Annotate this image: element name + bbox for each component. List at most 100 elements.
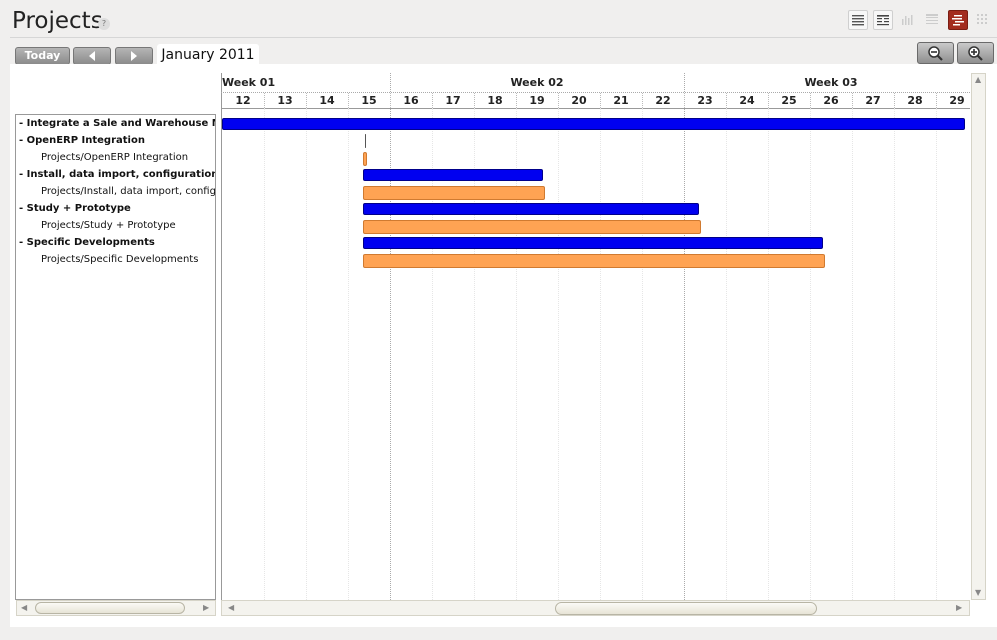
group-bar[interactable] — [362, 169, 544, 181]
scroll-thumb[interactable] — [35, 602, 185, 614]
day-header-divider — [474, 93, 475, 108]
arrow-right-icon — [131, 51, 137, 61]
day-gridline — [432, 108, 433, 600]
form-view-button[interactable] — [873, 10, 893, 30]
week-header: Week 02 — [510, 76, 564, 89]
day-header: 12 — [235, 94, 251, 107]
day-header: 17 — [445, 94, 461, 107]
task-bar[interactable] — [362, 152, 367, 166]
day-gridline — [264, 108, 265, 600]
day-header-divider — [894, 93, 895, 108]
task-list: - Integrate a Sale and Warehouse Manag - … — [15, 114, 216, 600]
day-gridline — [768, 108, 769, 600]
day-gridline — [348, 108, 349, 600]
group-bar[interactable] — [362, 237, 823, 249]
week-header: Week 01 — [222, 76, 276, 89]
day-header: 19 — [529, 94, 545, 107]
help-icon[interactable]: ? — [98, 18, 110, 30]
day-header: 13 — [277, 94, 293, 107]
group-bar[interactable] — [222, 118, 966, 130]
week-header: Week 03 — [804, 76, 858, 89]
zoom-in-icon — [968, 46, 983, 61]
day-gridline — [894, 108, 895, 600]
task-group-row[interactable]: - Specific Developments — [19, 237, 155, 248]
day-header: 23 — [697, 94, 713, 107]
day-header: 16 — [403, 94, 419, 107]
diagram-view-button[interactable] — [973, 10, 993, 30]
next-button[interactable] — [115, 47, 153, 65]
day-gridline — [726, 108, 727, 600]
day-header: 22 — [655, 94, 671, 107]
day-header: 15 — [361, 94, 377, 107]
day-header-divider — [936, 93, 937, 108]
task-bar[interactable] — [362, 254, 825, 268]
scroll-up-icon[interactable]: ▲ — [975, 75, 982, 84]
task-list-hscrollbar[interactable]: ◀ ▶ — [16, 600, 216, 616]
scroll-left-icon[interactable]: ◀ — [228, 603, 235, 612]
previous-button[interactable] — [73, 47, 111, 65]
form-icon — [877, 15, 889, 26]
task-row[interactable]: Projects/Specific Developments — [41, 254, 199, 265]
arrow-left-icon — [89, 51, 95, 61]
day-header: 25 — [781, 94, 797, 107]
zoom-out-button[interactable] — [917, 42, 954, 64]
day-gridline — [306, 108, 307, 600]
calendar-view-button[interactable] — [923, 10, 943, 30]
day-header: 29 — [949, 94, 965, 107]
zoom-in-button[interactable] — [957, 42, 994, 64]
gantt-icon — [952, 15, 964, 26]
bar-chart-icon — [902, 15, 913, 25]
day-header-divider — [390, 93, 391, 108]
day-gridline — [642, 108, 643, 600]
day-header: 21 — [613, 94, 629, 107]
scroll-right-icon[interactable]: ▶ — [203, 603, 210, 612]
day-header-divider — [684, 93, 685, 108]
chart-hscrollbar[interactable]: ◀ ▶ — [221, 600, 970, 616]
scroll-down-icon[interactable]: ▼ — [975, 588, 982, 597]
day-header-divider — [726, 93, 727, 108]
day-gridline — [810, 108, 811, 600]
day-header: 18 — [487, 94, 503, 107]
chart-vscrollbar[interactable]: ▲ ▼ — [971, 73, 986, 600]
period-label: January 2011 — [157, 44, 259, 66]
today-button[interactable]: Today — [15, 47, 70, 65]
zoom-out-icon — [928, 46, 943, 61]
task-bar[interactable] — [362, 220, 701, 234]
day-gridline — [852, 108, 853, 600]
task-row[interactable]: Projects/OpenERP Integration — [41, 152, 189, 163]
week-divider — [684, 73, 685, 600]
gantt-chart — [221, 73, 970, 601]
task-group-row[interactable]: - Integrate a Sale and Warehouse Manag — [19, 118, 215, 129]
day-header-divider — [768, 93, 769, 108]
day-header-divider — [432, 93, 433, 108]
task-group-row[interactable]: - Install, data import, configuration — [19, 169, 216, 180]
task-group-row[interactable]: - OpenERP Integration — [19, 135, 145, 146]
day-gridline — [558, 108, 559, 600]
week-divider — [390, 73, 391, 600]
scroll-right-icon[interactable]: ▶ — [956, 603, 963, 612]
group-bar[interactable] — [362, 203, 699, 215]
header-divider — [221, 92, 970, 94]
day-header: 28 — [907, 94, 923, 107]
day-header-divider — [642, 93, 643, 108]
gantt-view-button[interactable] — [948, 10, 968, 30]
task-row[interactable]: Projects/Install, data import, configura… — [41, 186, 216, 197]
list-view-button[interactable] — [848, 10, 868, 30]
page-title: Projects — [12, 8, 103, 34]
day-header-divider — [600, 93, 601, 108]
day-header: 24 — [739, 94, 755, 107]
day-gridline — [600, 108, 601, 600]
day-gridline — [936, 108, 937, 600]
graph-view-button[interactable] — [898, 10, 918, 30]
header-bottom-line — [221, 108, 970, 109]
task-bar[interactable] — [362, 186, 546, 200]
task-row[interactable]: Projects/Study + Prototype — [41, 220, 176, 231]
scroll-left-icon[interactable]: ◀ — [21, 603, 28, 612]
grid-icon — [977, 14, 987, 24]
day-header: 26 — [823, 94, 839, 107]
day-header-divider — [348, 93, 349, 108]
title-divider — [10, 37, 997, 38]
scroll-thumb[interactable] — [555, 602, 817, 615]
milestone-marker[interactable] — [364, 134, 366, 148]
task-group-row[interactable]: - Study + Prototype — [19, 203, 131, 214]
